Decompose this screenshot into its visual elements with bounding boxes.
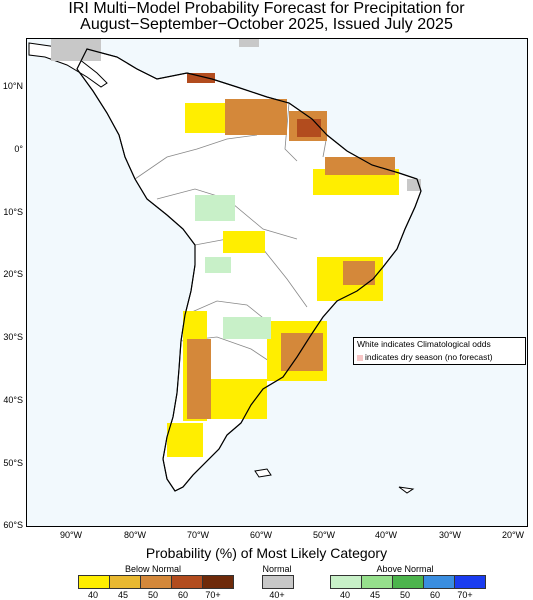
swatch-below-70 [203,576,233,588]
lat-label-10s: 10°S [3,207,23,217]
lat-label-30s: 30°S [3,332,23,342]
lat-label-40s: 40°S [3,395,23,405]
lon-label-30w: 30°W [438,530,462,540]
lat-label-60s: 60°S [3,520,23,530]
above-tick-70: 70+ [457,590,473,600]
swatch-above-45 [362,576,393,588]
lat-label-50s: 50°S [3,458,23,468]
swatch-below-50 [141,576,172,588]
below-tick-50: 50 [147,590,158,600]
swatch-below-40 [79,576,110,588]
south-america-forecast-map [28,39,422,494]
map-panel: White indicates Climatological odds indi… [26,38,528,527]
below-tick-45: 45 [117,590,128,600]
above-tick-40: 40 [339,590,350,600]
legend-note-box: White indicates Climatological odds indi… [353,337,526,365]
lon-label-20w: 20°W [501,530,525,540]
lon-label-40w: 40°W [374,530,398,540]
lon-label-80w: 80°W [123,530,147,540]
lat-label-10n: 10°N [2,81,23,91]
legend-normal-title: Normal [262,564,292,574]
swatch-below-60 [172,576,203,588]
lat-label-0: 0° [14,144,23,154]
map-title-line1: IRI Multi−Model Probability Forecast for… [68,0,465,17]
legend-below-normal-title: Below Normal [124,564,182,574]
coastline [76,48,422,492]
swatch-above-50 [393,576,424,588]
below-tick-40: 40 [87,590,98,600]
below-normal-60-areas [187,73,321,137]
note-dry-season-row: indicates dry season (no forecast) [357,351,522,364]
legend-title: Probability (%) of Most Likely Category [145,545,388,561]
swatch-above-70 [455,576,485,588]
swatch-above-40 [331,576,362,588]
legend-above-normal-title: Above Normal [376,564,434,574]
above-tick-45: 45 [369,590,380,600]
note-dry-season: indicates dry season (no forecast) [365,352,493,362]
swatch-below-45 [110,576,141,588]
above-normal-40-areas [195,195,271,339]
legend-normal-swatches [262,575,294,589]
legend-above-normal-swatches [330,575,486,589]
map-title-line2: August−September−October 2025, Issued Ju… [80,16,453,33]
below-tick-60: 60 [177,590,188,600]
falkland-islands [254,468,272,478]
south-georgia-island [398,486,415,494]
swatch-normal-40 [263,576,293,588]
note-climatological: White indicates Climatological odds [357,339,491,349]
lon-label-60w: 60°W [249,530,273,540]
lat-label-20s: 20°S [3,269,23,279]
below-tick-70: 70+ [205,590,221,600]
dry-season-swatch [357,354,363,361]
lon-label-50w: 50°W [312,530,336,540]
swatch-above-60 [424,576,455,588]
normal-tick-40: 40+ [269,590,285,600]
legend-below-normal-swatches [78,575,234,589]
above-tick-60: 60 [429,590,440,600]
lon-label-90w: 90°W [59,530,83,540]
lon-label-70w: 70°W [186,530,210,540]
above-tick-50: 50 [399,590,410,600]
